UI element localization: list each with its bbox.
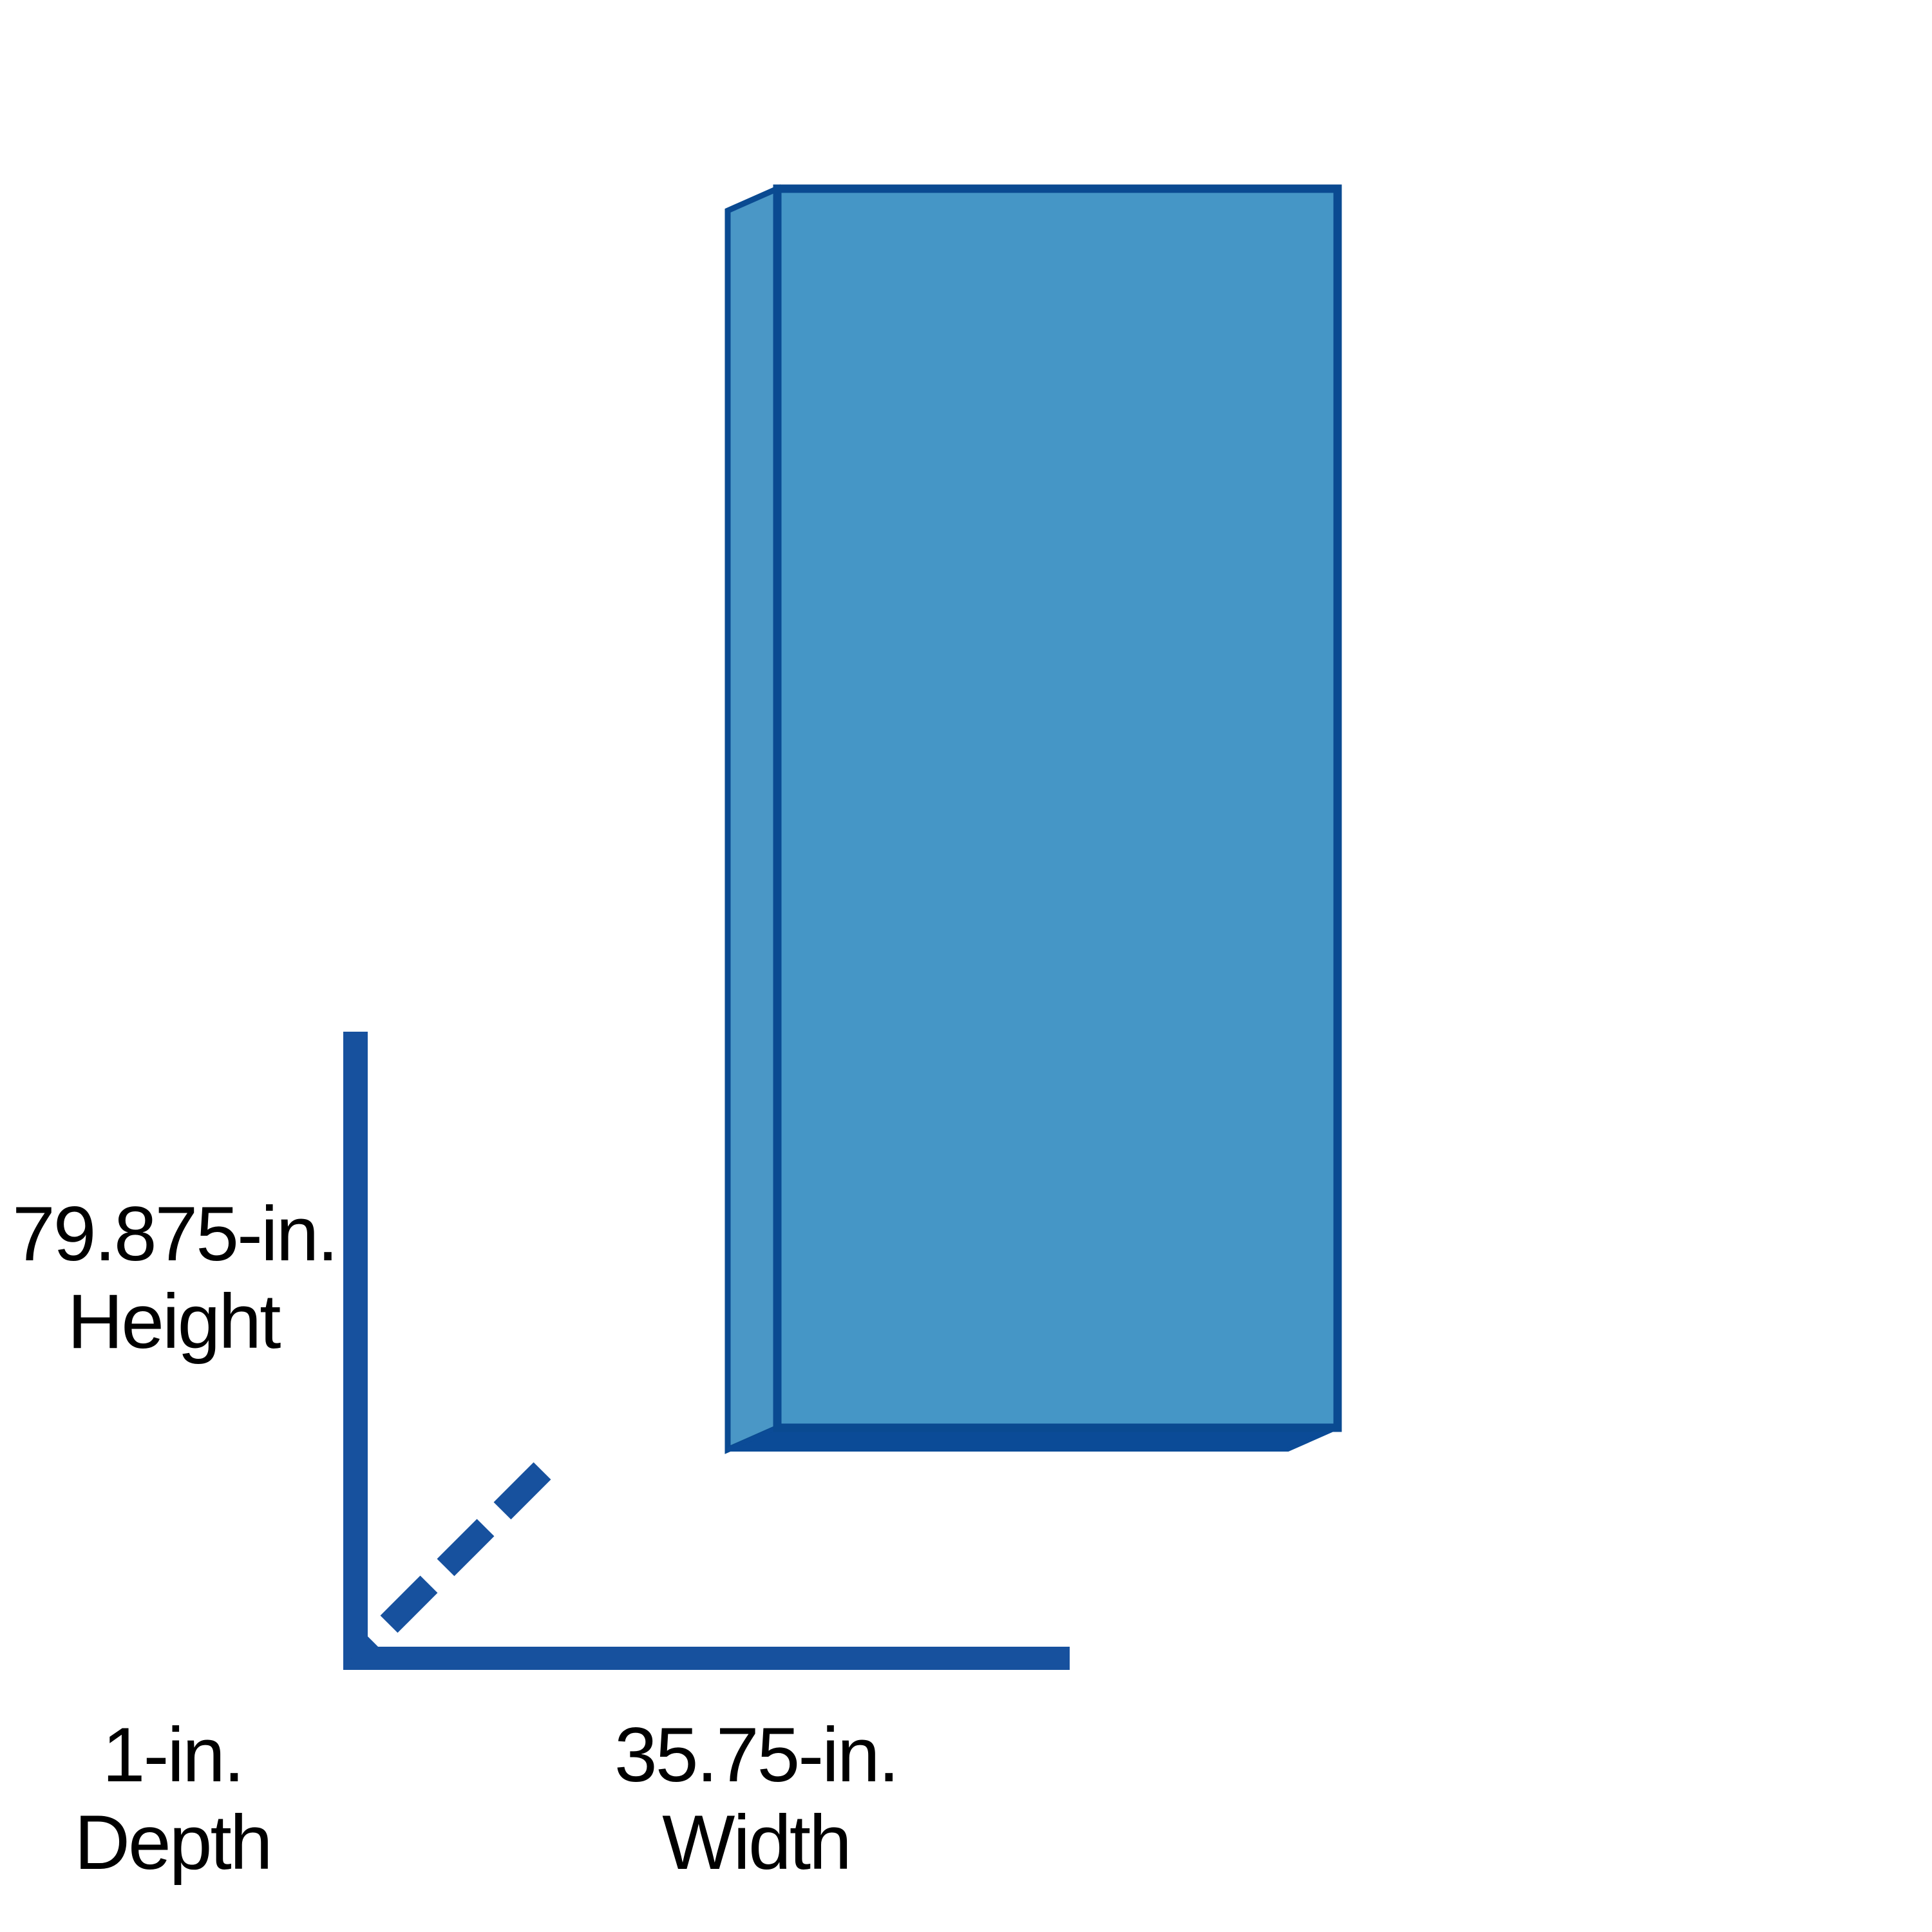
depth-dimension-label: 1-in. Depth [12,1711,334,1886]
panel-3d [724,184,1342,1454]
depth-value: 1-in. [102,1712,245,1798]
width-axis-line [343,1647,1070,1670]
depth-axis-dash-3 [437,1519,495,1577]
width-name: Width [662,1799,852,1886]
depth-axis-dash-2 [380,1575,438,1633]
depth-axis-dash-4 [493,1462,551,1520]
width-value: 35.75-in. [614,1712,900,1798]
panel-side-face [724,184,781,1454]
depth-axis-dash-1 [344,1632,381,1669]
height-axis-line [343,1032,368,1670]
panel-front-face [773,184,1342,1432]
dimension-axes-icon [343,1032,1070,1670]
depth-name: Depth [74,1799,272,1886]
height-dimension-label: 79.875-in. Height [12,1190,339,1365]
depth-axis-dashed-line [344,1462,551,1669]
width-dimension-label: 35.75-in. Width [595,1711,917,1886]
height-value: 79.875-in. [12,1191,339,1277]
height-name: Height [67,1278,281,1365]
